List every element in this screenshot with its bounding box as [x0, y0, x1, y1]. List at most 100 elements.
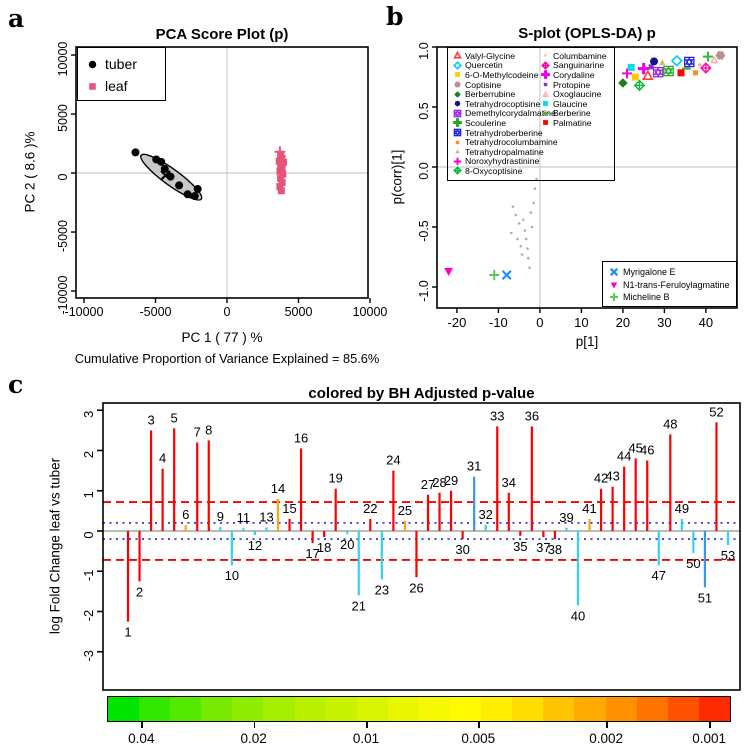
- legend-item: Sanguinarine: [540, 60, 612, 71]
- bar-number-label: 22: [363, 501, 377, 516]
- bar-number-label: 29: [444, 473, 458, 488]
- legend-label: Tetrahydroberberine: [465, 127, 543, 138]
- bar-number-label: 42: [594, 471, 608, 486]
- panel-b-ylabel: p(corr)[1]: [389, 149, 405, 205]
- colorbar: [107, 696, 731, 722]
- tick-label: -10000: [65, 305, 104, 319]
- tick-label: 0: [56, 174, 70, 181]
- legend-marker-diamond-plus-icon: [453, 166, 462, 176]
- legend-item: Oxoglaucine: [540, 89, 612, 99]
- bar-number-label: 51: [698, 590, 712, 605]
- tick-label: -10: [489, 315, 508, 330]
- colorbar-label: 0.04: [128, 731, 155, 746]
- compound-point: [702, 51, 713, 62]
- colorbar-segment: [170, 697, 202, 721]
- colorbar-segment: [481, 697, 513, 721]
- colorbar-segment: [574, 697, 606, 721]
- panel-a-ylabel: PC 2 ( 8.6 )%: [22, 131, 38, 213]
- noise-point: [523, 229, 527, 232]
- bar-number-label: 33: [490, 408, 504, 423]
- bar-number-label: 40: [571, 608, 585, 623]
- colorbar-segment: [605, 697, 637, 721]
- colorbar-segment: [294, 697, 326, 721]
- bar-number-label: 52: [709, 404, 723, 419]
- leaf-point: [277, 174, 285, 182]
- tick-label: 20: [616, 315, 630, 330]
- legend-label: Berberrubine: [465, 89, 516, 100]
- legend-marker-triangle-open-icon: [453, 50, 462, 59]
- colorbar-segment: [698, 697, 730, 721]
- noise-point: [528, 266, 531, 270]
- panel-a-legend: tuber leaf: [77, 47, 166, 101]
- compound-point-glaucine: [627, 63, 635, 71]
- compound-point-sanguinarine: [700, 62, 712, 74]
- legend-marker-plus-icon: [610, 293, 618, 302]
- colorbar-label: 0.02: [240, 731, 267, 746]
- legend-label: Columbamine: [553, 50, 607, 61]
- compound-point-berberrubine: [618, 78, 628, 88]
- colorbar-segment: [108, 697, 140, 721]
- bar-number-label: 48: [663, 416, 677, 431]
- bar-number-label: 25: [398, 503, 412, 518]
- tick-label: 2: [81, 451, 96, 458]
- legend-label: Sanguinarine: [553, 60, 605, 71]
- legend-item: tuber: [85, 53, 165, 75]
- legend-marker-triangle-open-small-icon: [542, 90, 549, 97]
- leaf-point: [275, 157, 283, 165]
- bar-number-label: 6: [182, 507, 189, 522]
- legend-item: Columbamine: [540, 51, 612, 61]
- legend-label: 8-Oxycoptisine: [465, 165, 523, 176]
- bar-number-label: 34: [502, 475, 516, 490]
- compound-point-palmatine: [677, 69, 685, 77]
- bar-number-label: 11: [237, 510, 251, 525]
- legend-label: Coptisine: [465, 79, 502, 90]
- colorbar-label: 0.001: [692, 731, 727, 746]
- legend-marker-dot-icon: [544, 54, 547, 58]
- panel-b-bottom-legend: Myrigalone E N1-trans-Feruloylagmatine Mic…: [602, 261, 737, 307]
- leaf-point: [276, 183, 284, 191]
- panel-b-legend-column-2: Columbamine Sanguinarine Corydaline Protopi…: [540, 51, 612, 180]
- noise-point: [516, 237, 519, 241]
- bar-number-label: 24: [386, 453, 400, 468]
- colorbar-segment: [356, 697, 388, 721]
- compound-point-coptisine: [715, 51, 726, 60]
- legend-item: Valyl-Glycine: [452, 51, 540, 61]
- colorbar-segment: [450, 697, 482, 721]
- colorbar-segment: [201, 697, 233, 721]
- noise-point: [524, 237, 528, 241]
- bar-number-label: 14: [271, 481, 285, 496]
- compound-point-tetrahydroberberine: [684, 56, 695, 68]
- tick-label: -10000: [56, 276, 70, 315]
- legend-marker-plus-thick-icon: [541, 70, 550, 80]
- compound-point-demethylcorydalmatine: [652, 66, 664, 78]
- legend-marker-diamond-icon: [454, 90, 461, 98]
- tuber-point: [160, 164, 169, 173]
- panel-c-letter: c: [8, 370, 24, 399]
- leaf-point: [278, 178, 286, 186]
- legend-item: Tetrahydroberberine: [452, 127, 543, 138]
- legend-item: Myrigalone E: [608, 266, 736, 279]
- bar-number-label: 13: [259, 509, 273, 524]
- legend-label: Corydaline: [553, 69, 595, 80]
- legend-label: Scoulerine: [465, 117, 507, 128]
- bar-number-label: 23: [375, 582, 389, 597]
- tick-label: 0.0: [417, 162, 431, 179]
- bar-number-label: 27: [421, 477, 435, 492]
- colorbar-label: 0.002: [589, 731, 624, 746]
- panel-a-xlabel: PC 1 ( 77 ) %: [181, 330, 263, 345]
- bar-number-label: 9: [217, 509, 224, 524]
- bar-number-label: 21: [352, 598, 366, 613]
- colorbar-segment: [325, 697, 357, 721]
- panel-c-frame: [102, 402, 741, 691]
- noise-point: [526, 247, 529, 250]
- colorbar-tick: [365, 722, 368, 728]
- compound-point-myrigalone-e: [501, 270, 512, 280]
- bar-number-label: 15: [282, 501, 296, 516]
- colorbar-segment: [387, 697, 419, 721]
- bar-number-label: 45: [628, 441, 642, 456]
- colorbar-tick: [141, 722, 143, 728]
- tick-label: 40: [699, 315, 713, 330]
- bar-number-label: 12: [248, 538, 262, 553]
- legend-item: Micheline B: [608, 291, 736, 304]
